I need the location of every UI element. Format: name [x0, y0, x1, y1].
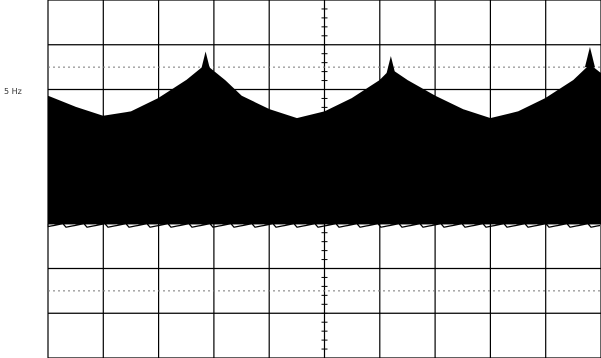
- trace-spike: [584, 46, 595, 68]
- trace-marker-label: 5 Hz: [4, 87, 22, 96]
- trace-envelope: [47, 64, 601, 225]
- trace-spike: [200, 51, 211, 72]
- trace: [47, 46, 601, 228]
- dotted-reference-lines: [48, 66, 601, 292]
- center-axis-ticks: [321, 0, 328, 358]
- trace-spike: [385, 55, 396, 77]
- trace-bottom-noise: [47, 223, 601, 228]
